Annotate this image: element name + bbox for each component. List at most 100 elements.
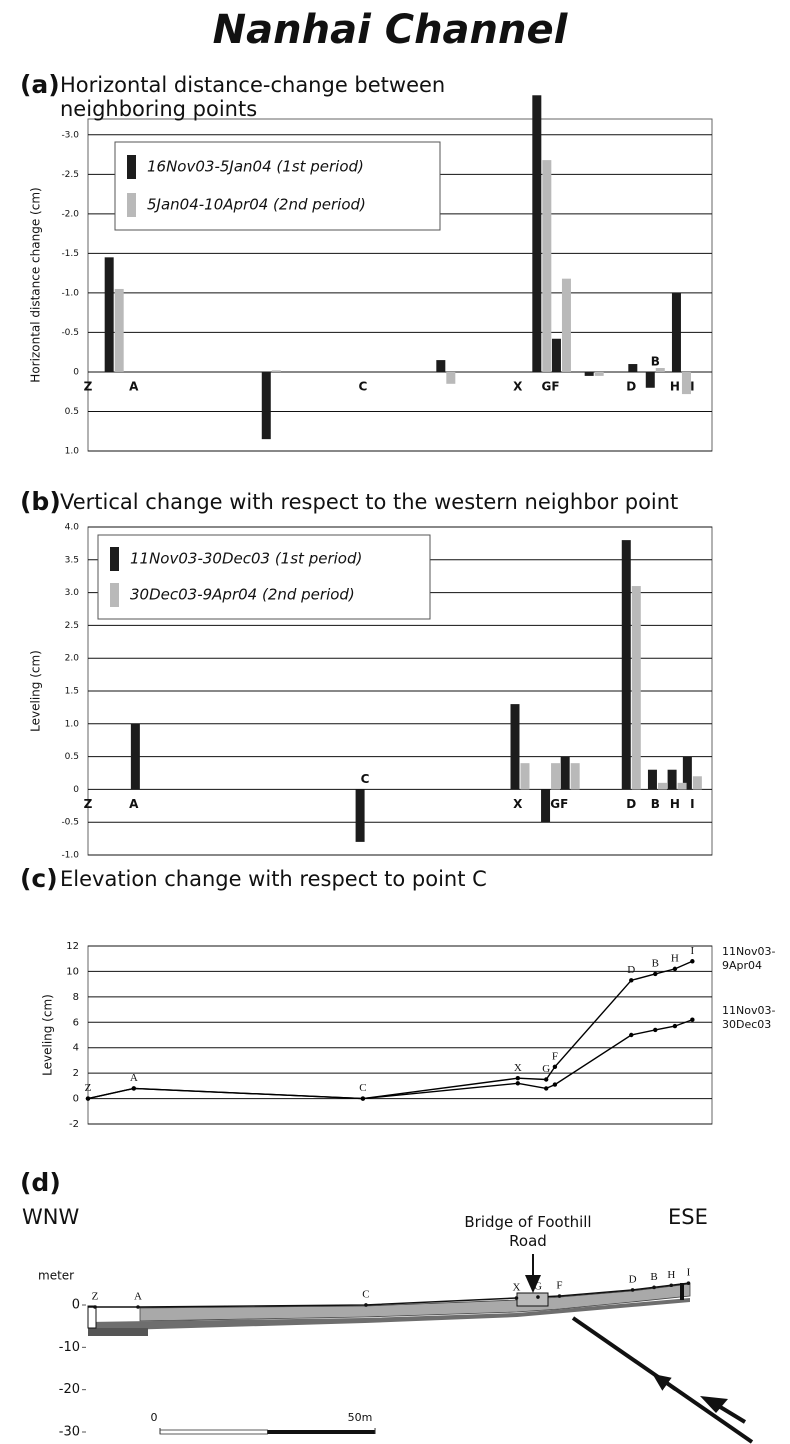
annotation: Bridge of Foothill Road — [464, 1213, 592, 1250]
legend-swatch — [127, 155, 136, 179]
station-label: Z — [85, 1082, 92, 1094]
bar — [621, 540, 631, 790]
point — [690, 1017, 695, 1022]
station-label: G — [542, 1063, 550, 1075]
bar — [541, 789, 551, 823]
scale-label: 0 — [151, 1411, 158, 1424]
end-wall — [680, 1283, 684, 1300]
y-tick-label: -1.0 — [61, 288, 79, 298]
bar — [631, 586, 641, 790]
y-tick-label: 2.0 — [65, 654, 80, 664]
slip-arrowhead — [700, 1396, 728, 1413]
y-tick-label: 3.0 — [65, 588, 80, 598]
y-tick-label: 3.5 — [65, 555, 79, 565]
y-axis-label: Leveling (cm) — [29, 650, 43, 732]
panel-title: Elevation change with respect to point C — [60, 867, 487, 891]
bed-block — [88, 1328, 148, 1336]
legend-label: 16Nov03-5Jan04 (1st period) — [147, 158, 364, 176]
station-label: I — [690, 379, 694, 393]
y-tick-label: 4 — [73, 1043, 79, 1054]
point — [515, 1081, 521, 1086]
point — [543, 1077, 549, 1082]
y-tick-label: -20 — [59, 1382, 80, 1397]
bar — [520, 763, 530, 790]
legend-box — [97, 534, 431, 620]
orientation-label: WNW — [22, 1205, 80, 1229]
panel-title: Vertical change with respect to the west… — [60, 490, 679, 514]
bridge — [516, 1292, 549, 1307]
y-tick-label: -3.0 — [61, 130, 79, 140]
station-label: F — [556, 1280, 562, 1292]
slip-arrow — [652, 1373, 676, 1391]
point — [629, 1032, 634, 1038]
station-label: H — [671, 952, 679, 964]
station-label: F — [552, 1050, 558, 1062]
y-axis-label: Horizontal distance change (cm) — [29, 187, 43, 382]
panel-label: (a) — [20, 70, 60, 99]
y-tick-label: 10 — [66, 966, 79, 977]
station-point — [514, 1296, 519, 1300]
bar — [655, 368, 665, 372]
y-tick-label: 2.5 — [65, 621, 79, 631]
point — [543, 1086, 549, 1091]
station-label: GF — [550, 797, 568, 811]
station-label: C — [362, 1288, 369, 1300]
bar — [667, 769, 677, 790]
station-label: D — [629, 1273, 637, 1285]
y-tick-label: 0.5 — [65, 407, 79, 417]
point — [629, 978, 634, 983]
station-label: C — [359, 1082, 366, 1094]
station-label: H — [667, 1269, 675, 1281]
station-label: I — [687, 1267, 691, 1279]
station-label: G — [534, 1281, 542, 1293]
station-label: Z — [84, 797, 93, 811]
station-label: A — [129, 379, 139, 393]
legend-label: 30Dec03-9Apr04 (2nd period) — [130, 586, 355, 604]
bar — [130, 723, 140, 790]
bar — [671, 292, 681, 372]
bar — [436, 360, 446, 372]
y-tick-label: 0.5 — [65, 752, 79, 762]
bar — [628, 364, 638, 372]
bar — [681, 371, 691, 395]
y-tick-label: 0 — [72, 1298, 80, 1313]
station-label: B — [650, 1271, 657, 1283]
y-tick-label: 8 — [73, 992, 79, 1003]
station-label: C — [361, 772, 370, 786]
y-tick-label: -2.5 — [61, 170, 79, 180]
bar — [677, 782, 687, 790]
station-label: X — [514, 1062, 522, 1074]
point — [85, 1096, 91, 1101]
station-label: Z — [84, 379, 93, 393]
scale-bar — [267, 1430, 376, 1434]
cross-section-drawing — [87, 1254, 754, 1444]
legend-label: 5Jan04-10Apr04 (2nd period) — [147, 196, 366, 214]
bar — [355, 789, 365, 842]
point — [672, 966, 678, 972]
series-label: 11Nov03-9Apr04 — [722, 945, 776, 973]
bar — [551, 338, 561, 372]
bar — [114, 288, 124, 372]
y-tick-label: -0.5 — [61, 818, 79, 828]
bar — [647, 769, 657, 790]
point — [672, 1023, 678, 1029]
station-label: X — [512, 1282, 520, 1294]
station-point — [364, 1303, 368, 1307]
station-label: I — [690, 797, 694, 811]
bar — [561, 278, 571, 372]
bar — [657, 782, 667, 790]
y-tick-label: 1.5 — [65, 687, 79, 697]
legend-box — [114, 141, 441, 231]
y-tick-label: 12 — [66, 941, 79, 952]
station-label: X — [513, 379, 523, 393]
legend-swatch — [110, 547, 119, 571]
scale-label: 50m — [348, 1411, 373, 1424]
y-tick-label: 0 — [73, 785, 79, 795]
station-label: B — [652, 958, 659, 970]
bar — [261, 371, 271, 440]
y-tick-label: -0.5 — [61, 328, 79, 338]
y-tick-label: -1.5 — [61, 249, 79, 259]
point — [131, 1086, 137, 1091]
